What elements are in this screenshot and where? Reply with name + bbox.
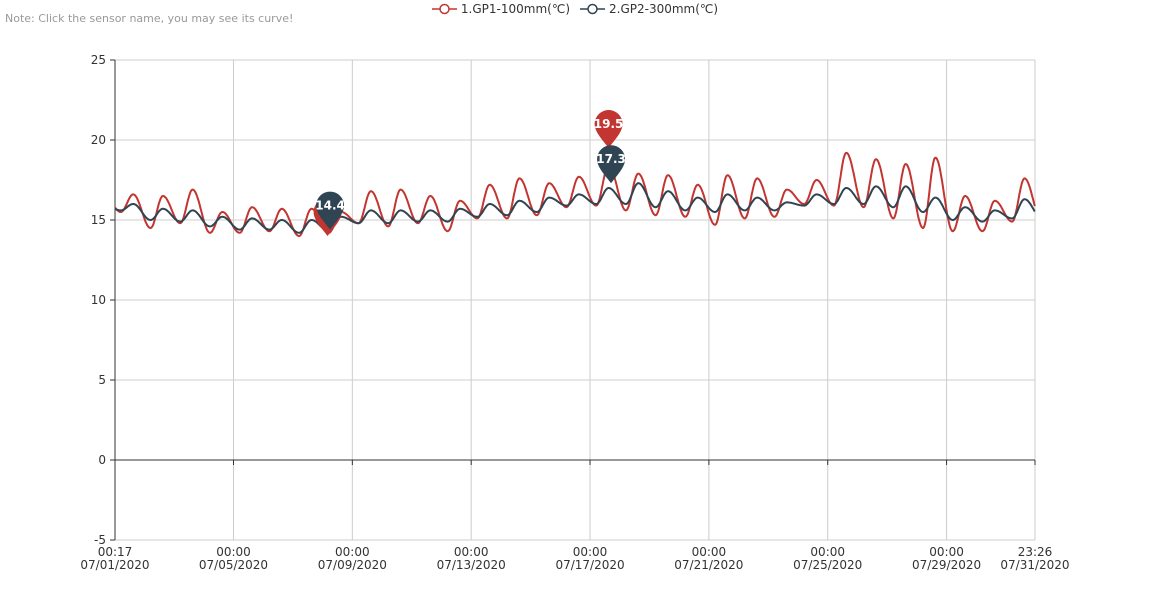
- x-tick-label-date-4: 07/17/2020: [555, 558, 624, 572]
- legend-label-gp2: 2.GP2-300mm(℃): [609, 2, 719, 16]
- marker-gp2-max-label: 17.3: [596, 152, 626, 166]
- legend-item-gp2[interactable]: 2.GP2-300mm(℃): [580, 2, 718, 16]
- marker-gp2-min: 14.4: [315, 191, 345, 230]
- y-tick-label-3: 10: [91, 293, 106, 307]
- legend-swatch-gp1-icon: [431, 3, 457, 15]
- x-tick-label-date-3: 07/13/2020: [437, 558, 506, 572]
- x-tick-label-time-7: 00:00: [929, 545, 964, 559]
- x-tick-label-date-0: 07/01/2020: [80, 558, 149, 572]
- y-tick-label-2: 5: [98, 373, 106, 387]
- x-tick-label-time-1: 00:00: [216, 545, 251, 559]
- y-tick-label-5: 20: [91, 133, 106, 147]
- x-tick-label-date-2: 07/09/2020: [318, 558, 387, 572]
- x-tick-label-time-3: 00:00: [454, 545, 489, 559]
- y-tick-label-0: -5: [94, 533, 106, 547]
- marker-gp2-max: 17.3: [596, 145, 626, 184]
- x-tick-label-time-2: 00:00: [335, 545, 370, 559]
- series-line-2: [114, 182, 1036, 234]
- x-tick-label-time-4: 00:00: [573, 545, 608, 559]
- y-tick-label-4: 15: [91, 213, 106, 227]
- legend-label-gp1: 1.GP1-100mm(℃): [460, 2, 570, 16]
- marker-gp2-max-shape: [597, 145, 626, 184]
- grid: [114, 59, 1036, 541]
- series-line-1: [114, 151, 1036, 237]
- x-tick-label-time-6: 00:00: [810, 545, 845, 559]
- legend-item-gp1[interactable]: 1.GP1-100mm(℃): [431, 2, 570, 16]
- x-tick-label-time-8: 23:26: [1018, 545, 1053, 559]
- y-tick-label-1: 0: [98, 453, 106, 467]
- marker-gp2-min-label: 14.4: [315, 199, 345, 213]
- x-tick-label-time-5: 00:00: [692, 545, 727, 559]
- markers: 14.4 19.5 17.3: [313, 110, 626, 236]
- axes: -5051015202500:1707/01/202000:0007/05/20…: [80, 53, 1069, 572]
- marker-gp1-max-label: 19.5: [594, 117, 624, 131]
- legend-swatch-gp2-icon: [580, 3, 605, 15]
- chart-note: Note: Click the sensor name, you may see…: [5, 12, 294, 25]
- marker-gp2-min-shape: [316, 191, 345, 230]
- marker-gp1-max: 19.5: [594, 110, 624, 148]
- marker-gp1-max-shape: [594, 110, 623, 148]
- x-tick-label-time-0: 00:17: [98, 545, 133, 559]
- x-tick-label-date-7: 07/29/2020: [912, 558, 981, 572]
- x-tick-label-date-5: 07/21/2020: [674, 558, 743, 572]
- x-tick-label-date-8: 07/31/2020: [1000, 558, 1069, 572]
- x-tick-label-date-6: 07/25/2020: [793, 558, 862, 572]
- x-tick-label-date-1: 07/05/2020: [199, 558, 268, 572]
- series: [114, 151, 1036, 237]
- y-tick-label-6: 25: [91, 53, 106, 67]
- legend: 1.GP1-100mm(℃) 2.GP2-300mm(℃): [0, 2, 1150, 16]
